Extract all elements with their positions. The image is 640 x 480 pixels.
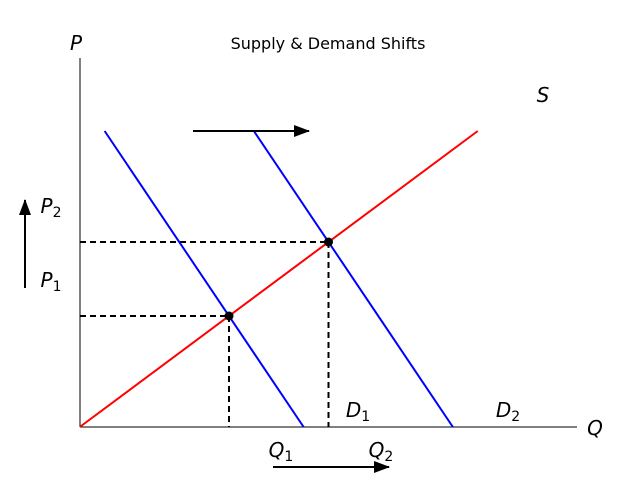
- equilibrium-point-1: [224, 311, 234, 321]
- series-line-d2: [253, 130, 454, 428]
- d2-label: D2: [496, 398, 520, 425]
- equilibrium-points: [224, 237, 333, 321]
- p2-tick-label: P2: [41, 194, 62, 221]
- series-line-d1: [103, 130, 305, 428]
- equilibrium-guides: [80, 241, 330, 427]
- y-axis-label: P: [70, 31, 83, 55]
- d1-label: D1: [346, 398, 370, 425]
- curves: [79, 130, 479, 428]
- x-axis-label: Q: [587, 416, 603, 440]
- equilibrium-point-2: [324, 237, 333, 247]
- q1-tick-label: Q1: [269, 438, 294, 465]
- q2-tick-label: Q2: [369, 438, 394, 465]
- p1-tick-label: P1: [41, 268, 62, 295]
- series-line-s: [79, 130, 479, 428]
- chart-title: Supply & Demand Shifts: [231, 34, 426, 53]
- supply-label: S: [537, 83, 550, 107]
